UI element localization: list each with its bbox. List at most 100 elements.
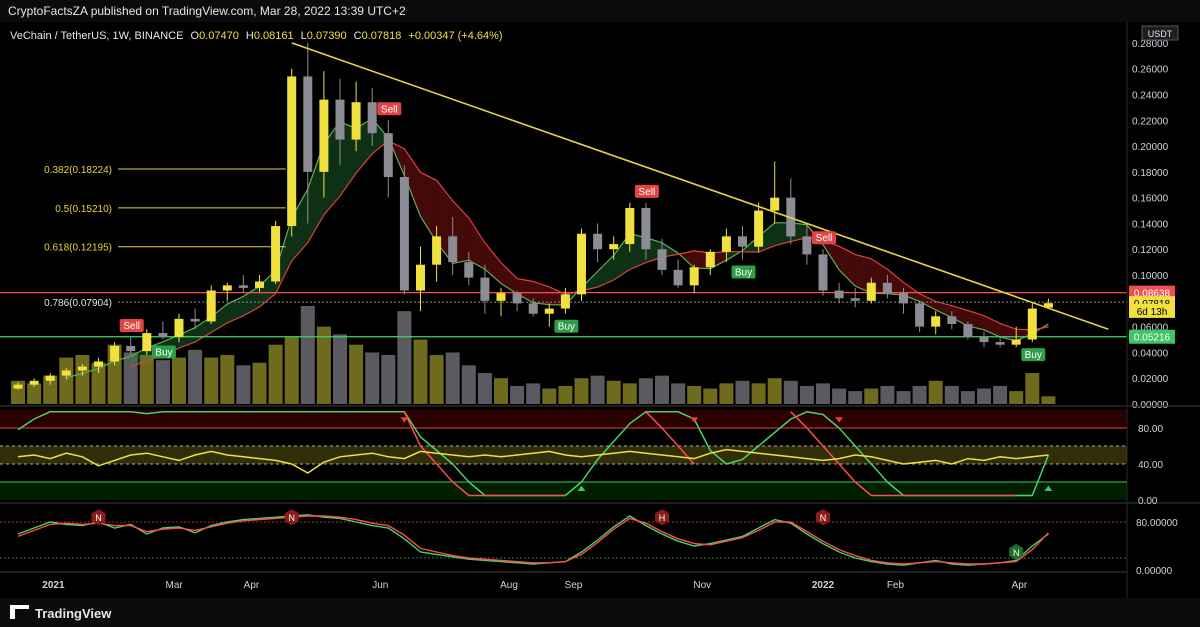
volume-bar [461,365,476,404]
candle-body [577,233,586,295]
cloud-segment [468,217,485,270]
signal-label: Buy [155,348,172,359]
time-tick-label: 2021 [42,580,65,591]
osc1-up-marker [577,485,586,491]
volume-bar [622,383,637,404]
oscillator-1[interactable] [17,411,1053,497]
osc1-tick-label: 0.00 [1138,496,1158,507]
osc1-series-line [790,411,1017,497]
candle-body [802,236,812,255]
candle-body [464,262,474,278]
volume-bar [864,388,879,404]
volume-bar [1009,391,1024,404]
candle-body [770,197,780,211]
oscillator-2[interactable]: N N H N N [0,509,1127,566]
volume-bar [365,352,380,404]
time-axis[interactable]: 2021 Mar Apr Jun Aug Sep Nov 2022 Feb Apr [42,580,1028,591]
marker-label: H [659,513,666,523]
volume-bar [719,383,734,404]
price-tick-label: 0.28000 [1132,39,1169,50]
volume-bar [27,383,42,404]
volume-bar [993,385,1008,404]
trend-cloud [66,117,1049,379]
sell-signal [812,231,836,245]
candle-body [158,333,168,337]
volume-bar [349,344,364,404]
volume-bar [880,385,895,404]
volume-bar [445,352,460,404]
volume-bar [91,362,106,404]
volume-bar [928,380,943,404]
volume-bar [510,385,525,404]
volume-bar [848,391,863,404]
trendline[interactable] [291,42,1109,330]
candle-body [61,370,71,376]
bearish-marker [816,509,830,526]
time-tick-label: Aug [500,580,518,591]
osc2-tick-label: 0.00000 [1136,566,1173,577]
brand-name: TradingView [35,606,112,621]
fib-label: 0.382(0.18224) [44,165,112,176]
candle-body [705,251,715,268]
volume-bar [574,378,589,404]
candle-body [367,102,377,134]
candle-body [899,293,908,304]
tradingview-logo[interactable]: TradingView [10,605,111,621]
downtrend-line[interactable] [291,42,1109,330]
candle-body [560,294,570,309]
volume-bar [477,373,492,404]
cloud-segment [291,188,308,262]
osc2-tick-label: 80.00000 [1136,518,1178,529]
candle-body [931,316,941,327]
volume-bar [655,375,669,404]
cloud-segment [613,233,630,281]
candle-body [399,177,409,291]
candle-body [657,249,667,270]
volume-bar [896,391,911,404]
candle-body [351,102,361,140]
candle-body [174,318,184,337]
candle-body [238,285,248,288]
volume-bar [558,385,573,404]
price-tick-label: 0.22000 [1132,116,1169,127]
symbol-name: VeChain / TetherUS, 1W, BINANCE [10,30,183,42]
tv-logo-icon [10,605,29,619]
currency-badge[interactable] [1141,25,1179,41]
price-tick-label: 0.24000 [1132,90,1169,101]
volume-bar [751,383,766,404]
signal-label: Sell [816,233,833,244]
overbought-zone [0,410,1127,428]
time-tick-label: Apr [1012,580,1028,591]
price-tick-label: 0.18000 [1132,168,1169,179]
price-tag-resistance [1129,285,1175,300]
volume-bar [944,385,959,404]
fibonacci-levels: 0.382(0.18224) 0.5(0.15210) 0.618(0.12195)… [44,165,1127,309]
time-tick-label: Sep [565,580,583,591]
price-axis[interactable]: 0.28000 0.26000 0.24000 0.22000 0.20000 0.180… [1132,39,1169,411]
osc1-up-marker [1044,485,1053,491]
candle-body [126,345,136,352]
oscillator-1-axis: 80.00 40.00 0.00 [1138,424,1163,507]
bullish-marker [1009,544,1024,560]
candle-body [721,236,731,252]
low-value: 0.07390 [307,30,347,42]
price-tick-label: 0.02000 [1132,374,1169,385]
volume-bar [429,354,444,404]
candle-body [496,293,506,301]
price-chart[interactable]: 0.382(0.18224) 0.5(0.15210) 0.618(0.12195)… [0,22,1200,598]
candle-body [866,282,876,301]
volume-bar [494,378,508,404]
candle-body [206,290,216,322]
high-label: H [246,30,254,42]
price-tag-label: 0.05216 [1134,333,1171,344]
time-tick-label: Jun [372,580,388,591]
cloud-segment [839,246,856,286]
candle-body [1027,308,1037,340]
osc2-series-line [17,515,1049,565]
candle-body [271,226,281,282]
volume-bar [397,311,412,404]
buy-signal [731,265,756,279]
osc1-series-line [403,411,566,497]
candle-body [915,303,925,327]
volume-bar [542,388,557,404]
